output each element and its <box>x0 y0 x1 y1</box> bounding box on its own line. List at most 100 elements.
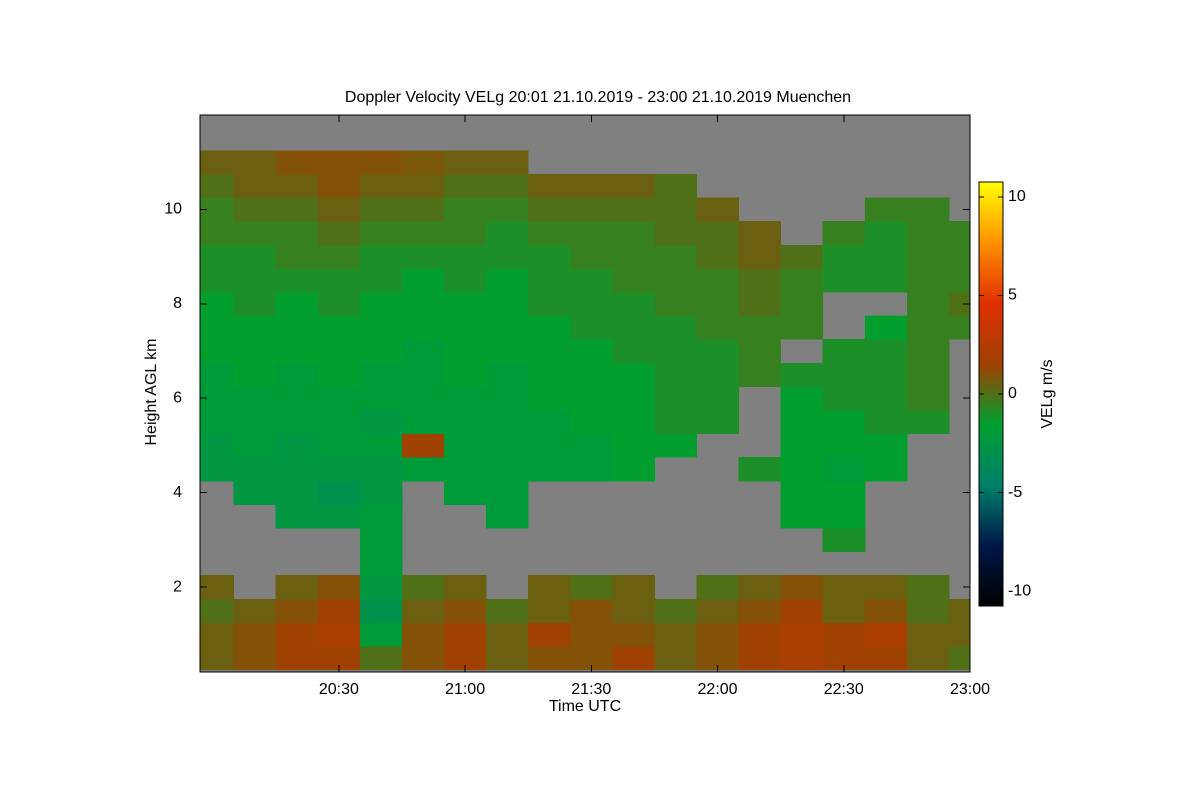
heatmap-cell <box>233 244 277 269</box>
heatmap-cell <box>654 292 697 317</box>
heatmap-cell <box>528 292 571 317</box>
heatmap-cell <box>486 504 529 529</box>
heatmap-cell <box>696 339 740 364</box>
heatmap-cell <box>906 268 950 293</box>
heatmap-cell <box>275 646 319 671</box>
heatmap-cell <box>780 362 824 387</box>
heatmap-cell <box>570 386 613 411</box>
heatmap-cell <box>654 410 697 435</box>
heatmap-cell <box>864 339 908 364</box>
heatmap-cell <box>612 410 655 435</box>
heatmap-cell <box>738 268 782 293</box>
heatmap-cell <box>780 622 824 647</box>
heatmap-cell <box>401 433 445 458</box>
heatmap-cell <box>864 386 908 411</box>
heatmap-cell <box>864 622 908 647</box>
heatmap-cell <box>654 315 697 340</box>
heatmap-cell <box>317 197 361 222</box>
heatmap-cell <box>444 457 487 482</box>
heatmap-cell <box>233 646 277 671</box>
heatmap-cell <box>401 197 445 222</box>
heatmap-cell <box>864 457 908 482</box>
heatmap-cell <box>317 244 361 269</box>
heatmap-cell <box>822 504 866 529</box>
heatmap-cell <box>200 575 235 600</box>
heatmap-cell <box>401 150 445 175</box>
x-tick-label: 23:00 <box>950 681 990 698</box>
heatmap-cell <box>570 575 613 600</box>
heatmap-cell <box>486 410 529 435</box>
heatmap-cell <box>200 386 235 411</box>
heatmap-cell <box>486 362 529 387</box>
heatmap-cell <box>401 386 445 411</box>
heatmap-cell <box>654 339 697 364</box>
heatmap-cell <box>317 410 361 435</box>
heatmap <box>200 115 970 672</box>
heatmap-cell <box>359 575 403 600</box>
heatmap-cell <box>401 622 445 647</box>
heatmap-cell <box>906 646 950 671</box>
heatmap-cell <box>654 244 697 269</box>
heatmap-cell <box>906 410 950 435</box>
heatmap-cell <box>612 362 655 387</box>
heatmap-cell <box>275 622 319 647</box>
heatmap-cell <box>948 598 970 623</box>
heatmap-cell <box>200 150 235 175</box>
heatmap-cell <box>948 221 970 246</box>
heatmap-cell <box>233 410 277 435</box>
heatmap-cell <box>317 433 361 458</box>
heatmap-cell <box>275 598 319 623</box>
heatmap-cell <box>275 197 319 222</box>
heatmap-cell <box>275 457 319 482</box>
colorbar-tick-label: 0 <box>1008 385 1017 402</box>
heatmap-cell <box>612 197 655 222</box>
heatmap-cell <box>444 362 487 387</box>
heatmap-cell <box>612 575 655 600</box>
heatmap-cell <box>444 244 487 269</box>
heatmap-cell <box>822 362 866 387</box>
heatmap-cell <box>822 221 866 246</box>
heatmap-cell <box>233 386 277 411</box>
heatmap-cell <box>738 457 782 482</box>
heatmap-cell <box>528 268 571 293</box>
heatmap-cell <box>275 504 319 529</box>
heatmap-cell <box>780 504 824 529</box>
heatmap-cell <box>822 457 866 482</box>
heatmap-cell <box>780 386 824 411</box>
heatmap-cell <box>317 268 361 293</box>
y-tick-label: 10 <box>164 201 182 218</box>
colorbar-label: VELg m/s <box>1039 359 1056 428</box>
heatmap-cell <box>401 410 445 435</box>
heatmap-cell <box>359 150 403 175</box>
heatmap-cell <box>738 362 782 387</box>
heatmap-cell <box>317 315 361 340</box>
heatmap-cell <box>780 244 824 269</box>
heatmap-cell <box>864 362 908 387</box>
heatmap-cell <box>654 362 697 387</box>
heatmap-cell <box>486 292 529 317</box>
heatmap-cell <box>780 433 824 458</box>
heatmap-cell <box>444 575 487 600</box>
heatmap-cell <box>570 174 613 199</box>
heatmap-cell <box>696 362 740 387</box>
heatmap-cell <box>948 315 970 340</box>
heatmap-cell <box>359 362 403 387</box>
heatmap-cell <box>696 598 740 623</box>
heatmap-cell <box>359 315 403 340</box>
heatmap-cell <box>317 575 361 600</box>
heatmap-cell <box>654 197 697 222</box>
heatmap-cell <box>528 410 571 435</box>
heatmap-cell <box>570 457 613 482</box>
heatmap-cell <box>570 197 613 222</box>
heatmap-cell <box>528 433 571 458</box>
heatmap-cell <box>696 315 740 340</box>
heatmap-cell <box>528 221 571 246</box>
heatmap-cell <box>612 292 655 317</box>
heatmap-cell <box>359 410 403 435</box>
x-tick-label: 21:00 <box>445 681 485 698</box>
heatmap-cell <box>612 386 655 411</box>
heatmap-cell <box>822 433 866 458</box>
heatmap-cell <box>486 457 529 482</box>
heatmap-cell <box>780 292 824 317</box>
